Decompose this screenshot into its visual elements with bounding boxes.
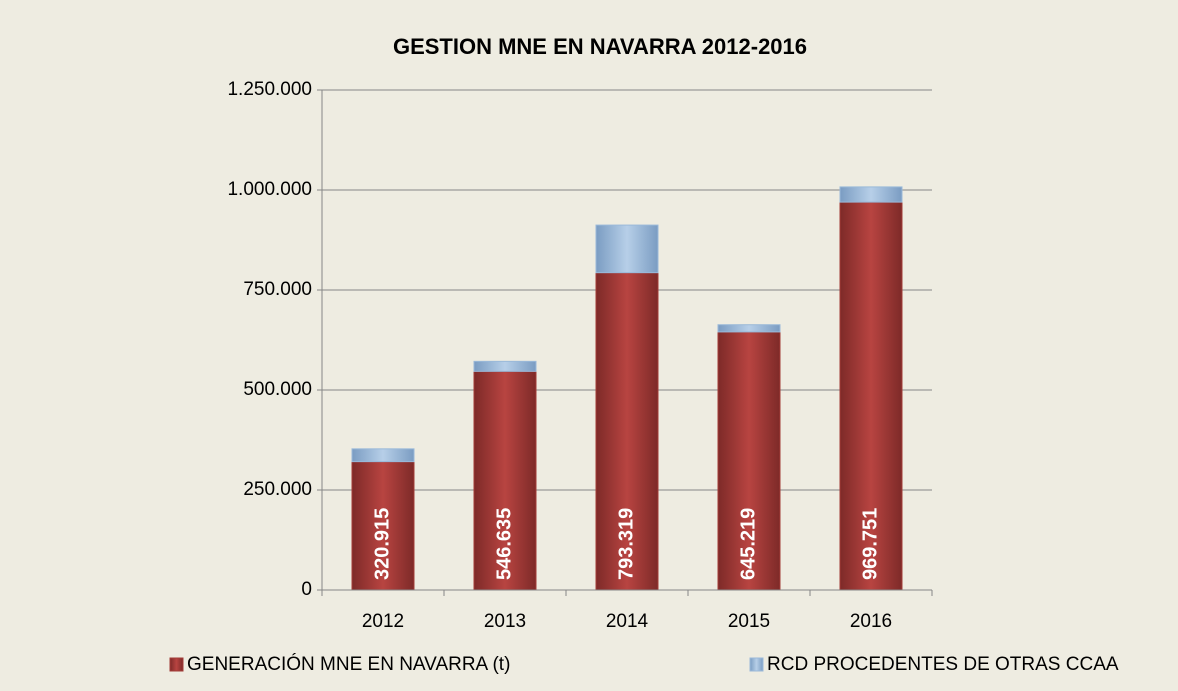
legend-swatch (749, 657, 764, 672)
data-label: 793.319 (615, 508, 637, 580)
legend-label: RCD PROCEDENTES DE OTRAS CCAA (767, 654, 1119, 675)
data-label: 320.915 (371, 508, 393, 580)
x-tick-label: 2012 (362, 611, 404, 632)
y-tick-label: 750.000 (243, 279, 312, 300)
data-label: 546.635 (493, 508, 515, 580)
x-tick-label: 2013 (484, 611, 526, 632)
y-tick-label: 250.000 (243, 479, 312, 500)
bar-segment (717, 324, 781, 333)
y-tick-label: 1.250.000 (227, 79, 312, 100)
bar-segment (351, 448, 415, 463)
legend-swatch (169, 657, 184, 672)
data-label: 969.751 (859, 508, 881, 580)
bar-segment (595, 272, 659, 591)
data-label: 645.219 (737, 508, 759, 580)
bar-segment (717, 331, 781, 591)
x-tick-label: 2016 (850, 611, 892, 632)
bar-segment (473, 360, 537, 372)
y-tick-label: 1.000.000 (227, 179, 312, 200)
y-tick-label: 0 (301, 579, 312, 600)
x-tick-label: 2014 (606, 611, 649, 632)
bar-segment (839, 186, 903, 203)
bar-segment (839, 201, 903, 591)
bar-segment (473, 370, 537, 591)
legend-label: GENERACIÓN MNE EN NAVARRA (t) (187, 653, 510, 675)
y-tick-label: 500.000 (243, 379, 312, 400)
chart-title: GESTION MNE EN NAVARRA 2012-2016 (393, 34, 807, 59)
bar-segment (595, 224, 659, 274)
x-tick-label: 2015 (728, 611, 770, 632)
